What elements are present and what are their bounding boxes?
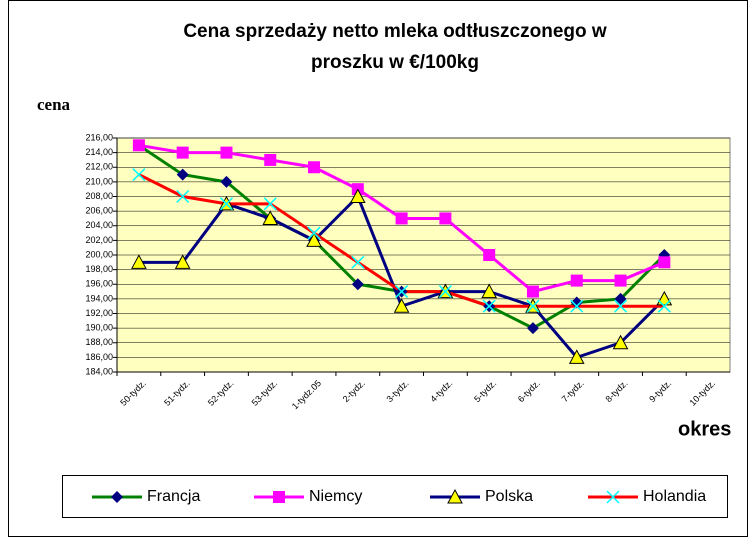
y-tick-label: 200,00 [85,249,113,259]
legend-label: Niemcy [309,488,362,505]
series-marker [482,299,496,313]
series-marker [176,168,189,181]
y-tick-label: 184,00 [85,366,113,376]
series-marker [439,212,452,225]
y-tick-label: 204,00 [85,220,113,230]
y-tick-label: 208,00 [85,191,113,201]
series-marker [614,299,628,313]
series-marker [568,349,585,364]
y-tick-label: 190,00 [85,323,113,333]
y-tick-label: 216,00 [85,132,113,142]
legend-marker [273,491,285,503]
series-marker [262,210,279,225]
series-marker [570,296,583,309]
y-tick-label: 198,00 [85,264,113,274]
series-marker [614,292,627,305]
series-marker [174,254,191,269]
series-marker [176,146,189,159]
series-marker [306,232,322,247]
legend-marker [447,488,463,504]
series-marker [570,299,584,313]
series-marker [656,290,673,306]
y-tick-label: 202,00 [85,235,113,245]
series-marker [307,226,321,240]
y-tick-label: 196,00 [85,279,113,289]
legend-label: Francja [147,488,200,505]
y-axis-label: cena [37,95,71,114]
series-marker [483,249,496,261]
y-tick-label: 194,00 [85,293,113,303]
series-marker [526,299,540,313]
series-marker [612,334,629,350]
legend-marker [606,490,620,504]
series-marker [264,153,277,166]
y-tick-label: 210,00 [85,176,113,186]
y-tick-label: 192,00 [85,308,113,318]
chart-title: proszku w €/100kg [311,52,479,73]
y-tick-label: 188,00 [85,337,113,347]
series-marker [220,175,233,188]
y-tick-label: 186,00 [85,352,113,362]
series-marker [570,274,583,287]
series-marker [438,285,452,299]
series-marker [657,299,671,313]
y-tick-label: 206,00 [85,206,113,216]
legend-label: Holandia [643,488,706,505]
series-marker [132,168,146,182]
series-marker [526,322,539,335]
series-marker [351,278,364,291]
series-marker [614,274,627,287]
series-marker [481,283,498,299]
legend: Francja Niemcy Polska Holandia [92,488,706,505]
series-marker [395,212,408,225]
chart-title: Cena sprzedaży netto mleka odtłuszczoneg… [183,21,607,42]
series-marker [526,285,539,298]
series-marker [219,197,233,211]
series-marker [351,255,365,269]
legend-label: Polska [485,488,533,505]
legend-marker [111,491,123,503]
series-marker [220,146,233,159]
y-tick-label: 212,00 [85,162,113,172]
series-marker [349,188,366,203]
series-marker [263,197,277,211]
series-marker [176,189,190,204]
y-tick-label: 214,00 [85,147,113,157]
plot-area: 184,00 186,00 188,00 190,00 192,00 194,00 196,… [85,132,731,411]
series-marker [395,285,409,299]
series-marker [308,161,321,174]
series-marker [131,254,147,269]
series-marker [393,298,410,313]
series-marker [658,256,671,269]
x-axis-label: okres [678,418,731,440]
series-marker [132,139,145,152]
